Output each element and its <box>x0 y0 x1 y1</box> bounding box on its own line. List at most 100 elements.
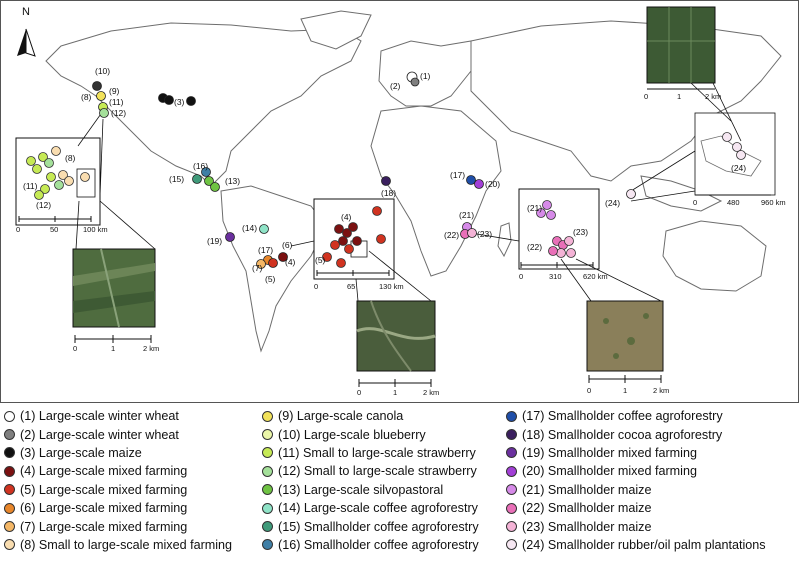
inset-sa-tick-1: 65 <box>347 282 355 291</box>
inset-na-tick-2: 100 km <box>83 225 108 234</box>
legend-label: (21) Smallholder maize <box>522 482 652 497</box>
legend-item: (13) Large-scale silvopastoral <box>262 481 479 499</box>
inset-na-label-11: (11) <box>23 181 38 191</box>
legend-label: (3) Large-scale maize <box>20 445 142 460</box>
legend-item: (8) Small to large-scale mixed farming <box>4 536 232 554</box>
satellite-photo-africa: 0 1 2 km <box>586 300 669 395</box>
site-18-point <box>381 176 391 186</box>
legend-swatch <box>506 521 517 533</box>
madagascar <box>497 222 512 258</box>
legend-swatch <box>262 410 273 422</box>
legend-swatch <box>506 429 517 441</box>
legend-label: (12) Small to large-scale strawberry <box>278 464 477 479</box>
inset-asia-label-24: (24) <box>731 163 746 173</box>
site-label-9: (9) <box>109 86 120 96</box>
photo-af-tick-2: 2 km <box>653 386 669 395</box>
legend-column-2: (9) Large-scale canola (10) Large-scale b… <box>262 407 479 554</box>
site-16-point <box>201 167 211 177</box>
site-labels: (1) (2) (3) (10) (9) (8) (11) (12) (16) … <box>81 66 620 284</box>
inset-asia-points <box>722 132 746 160</box>
legend-swatch <box>4 502 15 514</box>
legend-swatch <box>262 521 273 533</box>
legend-label: (14) Large-scale coffee agroforestry <box>278 501 478 516</box>
inset-af-tick-1: 310 <box>549 272 562 281</box>
legend-item: (24) Smallholder rubber/oil palm plantat… <box>506 536 766 554</box>
legend-item: (3) Large-scale maize <box>4 444 232 462</box>
legend-swatch <box>4 410 15 422</box>
inset-af-scalebar: 0 310 620 km <box>519 262 608 281</box>
inset-sa-tick-2: 130 km <box>379 282 404 291</box>
inset-af-tick-2: 620 km <box>583 272 608 281</box>
north-label: N <box>22 6 30 18</box>
europe <box>378 40 472 107</box>
site-13-point <box>204 176 214 186</box>
legend-label: (13) Large-scale silvopastoral <box>278 482 444 497</box>
site-label-3: (3) <box>174 97 185 107</box>
inset-na-tick-1: 50 <box>50 225 58 234</box>
inset-africa: (21) (22) (23) 0 310 620 km <box>470 188 662 302</box>
site-12-point <box>99 108 109 118</box>
inset-asia-scalebar: 0 480 960 km <box>693 194 786 207</box>
site-points <box>92 71 636 269</box>
site-label-13: (13) <box>225 176 240 186</box>
site-label-11: (11) <box>109 97 124 107</box>
site-label-5: (5) <box>265 274 276 284</box>
site-15-point <box>192 174 202 184</box>
legend-swatch <box>4 429 15 441</box>
inset-af-tick-0: 0 <box>519 272 523 281</box>
inset-na-label-12: (12) <box>36 200 51 210</box>
legend-swatch <box>506 410 517 422</box>
legend-swatch <box>506 447 517 459</box>
legend-swatch <box>4 484 15 496</box>
north-america <box>45 22 362 187</box>
legend-label: (18) Smallholder cocoa agroforestry <box>522 427 723 442</box>
legend-swatch <box>506 484 517 496</box>
site-20-point <box>474 179 484 189</box>
satellite-photo-asia: 0 1 2 km <box>644 6 721 101</box>
photo-asia-tick-0: 0 <box>644 92 648 101</box>
site-3c-point <box>186 96 196 106</box>
legend-item: (7) Large-scale mixed farming <box>4 517 232 535</box>
photo-na-tick-0: 0 <box>73 344 77 353</box>
inset-asia-tick-2: 960 km <box>761 198 786 207</box>
site-label-6: (6) <box>282 240 293 250</box>
legend-swatch <box>262 502 273 514</box>
legend-item: (23) Smallholder maize <box>506 517 766 535</box>
inset-sa-points <box>322 206 386 268</box>
legend: (1) Large-scale winter wheat (2) Large-sc… <box>0 405 800 571</box>
legend-swatch <box>4 447 15 459</box>
legend-label: (9) Large-scale canola <box>278 409 404 424</box>
legend-item: (21) Smallholder maize <box>506 481 766 499</box>
legend-swatch <box>506 502 517 514</box>
photo-sa-tick-0: 0 <box>357 388 361 397</box>
legend-swatch <box>506 539 517 551</box>
inset-sa-scalebar: 0 65 130 km <box>314 270 404 291</box>
site-3b-point <box>164 95 174 105</box>
legend-swatch <box>4 539 15 551</box>
site-17-point <box>466 175 476 185</box>
site-19-point <box>225 232 235 242</box>
site-label-8: (8) <box>81 92 92 102</box>
inset-af-points <box>536 200 576 258</box>
site-label-2: (2) <box>390 81 401 91</box>
legend-item: (19) Smallholder mixed farming <box>506 444 766 462</box>
legend-column-1: (1) Large-scale winter wheat (2) Large-sc… <box>4 407 232 554</box>
greenland <box>300 10 372 50</box>
south-america <box>220 185 327 353</box>
legend-item: (6) Large-scale mixed farming <box>4 499 232 517</box>
site-label-24: (24) <box>605 198 620 208</box>
site-24-point <box>626 189 636 199</box>
site-label-17b: (17) <box>450 170 465 180</box>
site-label-16: (16) <box>193 161 208 171</box>
photo-asia-tick-2: 2 km <box>705 92 721 101</box>
inset-af-label-22: (22) <box>527 242 542 252</box>
legend-label: (4) Large-scale mixed farming <box>20 464 188 479</box>
legend-label: (10) Large-scale blueberry <box>278 427 426 442</box>
legend-label: (7) Large-scale mixed farming <box>20 519 188 534</box>
legend-item: (4) Large-scale mixed farming <box>4 462 232 480</box>
legend-item: (12) Small to large-scale strawberry <box>262 462 479 480</box>
legend-swatch <box>4 465 15 477</box>
legend-swatch <box>262 447 273 459</box>
site-label-20: (20) <box>485 179 500 189</box>
inset-na-label-8: (8) <box>65 153 76 163</box>
